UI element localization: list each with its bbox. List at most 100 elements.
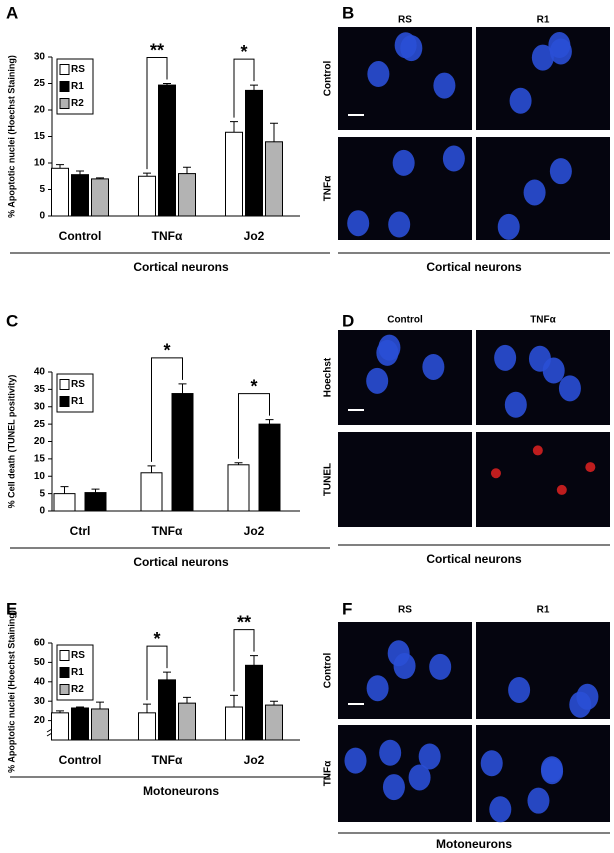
nucleus: [527, 787, 550, 814]
bar: [178, 702, 196, 741]
nucleus: [433, 72, 456, 99]
y-axis-label: % Cell death (TUNEL positivity): [6, 375, 16, 509]
x-axis-label: Cortical neurons: [133, 260, 229, 274]
y-tick-label: 40: [34, 367, 46, 378]
error-bar: [163, 671, 171, 680]
error-bar: [270, 122, 278, 142]
column-label: TNFα: [530, 315, 556, 326]
legend-label: RS: [71, 64, 85, 75]
significance-bracket: [151, 357, 183, 462]
micrograph: [338, 432, 472, 527]
bar: [227, 464, 250, 512]
column-label: R1: [537, 605, 550, 616]
error-bar: [96, 701, 104, 709]
significance-bracket: [233, 58, 255, 118]
error-bar: [183, 696, 191, 704]
significance-bracket: [238, 393, 270, 459]
legend-swatch: [59, 81, 70, 92]
nucleus: [494, 344, 517, 371]
significance-bracket: [233, 629, 255, 692]
y-tick-label: 20: [34, 436, 46, 447]
nucleus: [388, 211, 411, 238]
significance-bracket: [146, 645, 168, 701]
legend-swatch: [59, 667, 70, 678]
x-tick-label: TNFα: [152, 229, 183, 243]
error-bar: [163, 83, 171, 86]
nucleus: [576, 683, 599, 710]
error-bar: [143, 172, 151, 177]
y-axis-label: % Apoptotic nuclei (Hoechst Staining): [6, 610, 16, 773]
x-tick-label: Jo2: [244, 229, 265, 243]
x-axis-label: Cortical neurons: [133, 555, 229, 569]
micrograph: [338, 725, 472, 822]
legend-label: R1: [71, 396, 84, 407]
nucleus: [442, 145, 465, 172]
row-label: TUNEL: [323, 463, 334, 496]
nucleus: [347, 210, 370, 237]
x-tick-label: Control: [59, 753, 102, 767]
error-bar: [230, 694, 238, 708]
x-tick-label: Jo2: [244, 753, 265, 767]
nucleus: [366, 675, 389, 702]
error-bar: [147, 465, 156, 473]
nucleus: [504, 391, 527, 418]
y-tick-label: 30: [34, 696, 46, 707]
bar: [84, 492, 107, 512]
panel-caption: Cortical neurons: [426, 552, 522, 566]
x-tick-label: Control: [59, 229, 102, 243]
panel-letter: D: [342, 311, 354, 330]
y-tick-label: 10: [34, 471, 46, 482]
nucleus: [489, 796, 512, 823]
nucleus: [394, 32, 417, 59]
error-bar: [250, 84, 258, 91]
nucleus: [509, 87, 532, 114]
row-label: TNFα: [323, 760, 334, 786]
nucleus: [549, 158, 572, 185]
panel-letter: F: [342, 599, 352, 618]
y-axis-label: % Apoptotic nuclei (Hoechst Staining): [6, 55, 16, 218]
nucleus: [508, 676, 531, 703]
nucleus: [558, 375, 581, 402]
nucleus: [344, 747, 367, 774]
significance-bracket: [146, 57, 168, 170]
nucleus: [556, 484, 567, 495]
x-tick-label: Ctrl: [70, 524, 91, 538]
panel-letter: C: [6, 311, 18, 330]
legend-label: R2: [71, 98, 84, 109]
bar: [245, 664, 263, 741]
bar: [91, 178, 109, 217]
bar: [158, 84, 176, 217]
micrograph: [476, 432, 610, 527]
y-tick-label: 35: [34, 384, 46, 395]
y-tick-label: 5: [39, 184, 45, 195]
x-tick-label: TNFα: [152, 524, 183, 538]
y-tick-label: 10: [34, 158, 46, 169]
legend-swatch: [59, 379, 70, 390]
bar: [265, 704, 283, 741]
row-label: Control: [323, 61, 334, 97]
nucleus: [382, 774, 405, 801]
nucleus: [541, 758, 564, 785]
significance-label: **: [150, 40, 164, 60]
legend-label: RS: [71, 650, 85, 661]
significance-label: *: [240, 42, 247, 62]
nucleus: [379, 739, 402, 766]
y-tick-label: 25: [34, 78, 46, 89]
y-tick-label: 30: [34, 401, 46, 412]
legend-label: R1: [71, 667, 84, 678]
row-label: Control: [323, 653, 334, 689]
legend-swatch: [59, 396, 70, 407]
error-bar: [56, 710, 64, 713]
y-tick-label: 0: [39, 506, 45, 517]
error-bar: [178, 383, 187, 394]
column-label: RS: [398, 605, 412, 616]
error-bar: [230, 121, 238, 133]
legend-swatch: [59, 684, 70, 695]
nucleus: [585, 462, 596, 473]
y-tick-label: 25: [34, 419, 46, 430]
bar: [71, 707, 89, 741]
y-tick-label: 15: [34, 131, 46, 142]
nucleus: [549, 38, 572, 65]
bar: [225, 706, 243, 741]
